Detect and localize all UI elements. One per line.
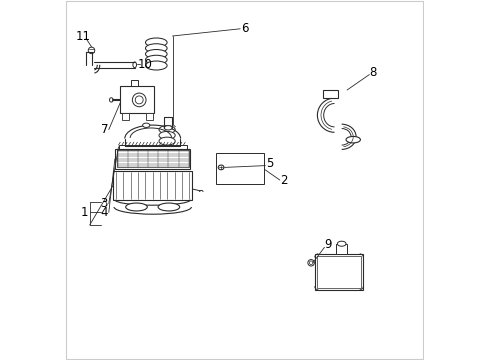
Ellipse shape — [337, 241, 346, 246]
Ellipse shape — [158, 203, 179, 211]
Ellipse shape — [307, 260, 314, 266]
Ellipse shape — [142, 123, 149, 127]
Text: 1: 1 — [81, 206, 88, 219]
Ellipse shape — [145, 50, 167, 59]
Bar — [316, 256, 361, 288]
Text: 10: 10 — [138, 58, 153, 71]
Bar — [113, 171, 192, 200]
Text: 2: 2 — [280, 174, 287, 186]
Bar — [118, 145, 186, 149]
Bar — [146, 113, 152, 120]
Ellipse shape — [159, 126, 175, 134]
Ellipse shape — [309, 261, 312, 265]
Ellipse shape — [145, 61, 167, 70]
Text: 6: 6 — [240, 22, 248, 35]
Bar — [322, 90, 337, 98]
Bar — [117, 150, 188, 167]
Bar — [314, 254, 363, 290]
Ellipse shape — [346, 136, 360, 143]
Text: 5: 5 — [265, 157, 273, 170]
Ellipse shape — [159, 131, 175, 139]
Ellipse shape — [125, 203, 147, 211]
Ellipse shape — [164, 126, 172, 130]
Bar — [215, 153, 264, 184]
Text: 4: 4 — [100, 206, 108, 219]
Bar — [120, 86, 154, 113]
Text: 7: 7 — [101, 123, 108, 136]
Ellipse shape — [132, 93, 146, 107]
Ellipse shape — [135, 96, 143, 104]
Ellipse shape — [109, 98, 113, 102]
Text: 8: 8 — [369, 66, 376, 78]
Text: 11: 11 — [76, 30, 91, 42]
Ellipse shape — [145, 44, 167, 53]
Ellipse shape — [218, 165, 224, 170]
Text: 9: 9 — [324, 238, 331, 251]
Ellipse shape — [133, 62, 136, 68]
Ellipse shape — [88, 47, 95, 54]
Bar — [122, 113, 128, 120]
Text: 3: 3 — [100, 197, 107, 210]
Ellipse shape — [145, 38, 167, 47]
Ellipse shape — [145, 55, 167, 64]
Bar — [115, 149, 190, 169]
Ellipse shape — [159, 137, 175, 145]
Bar — [131, 80, 138, 86]
Bar — [336, 244, 346, 254]
